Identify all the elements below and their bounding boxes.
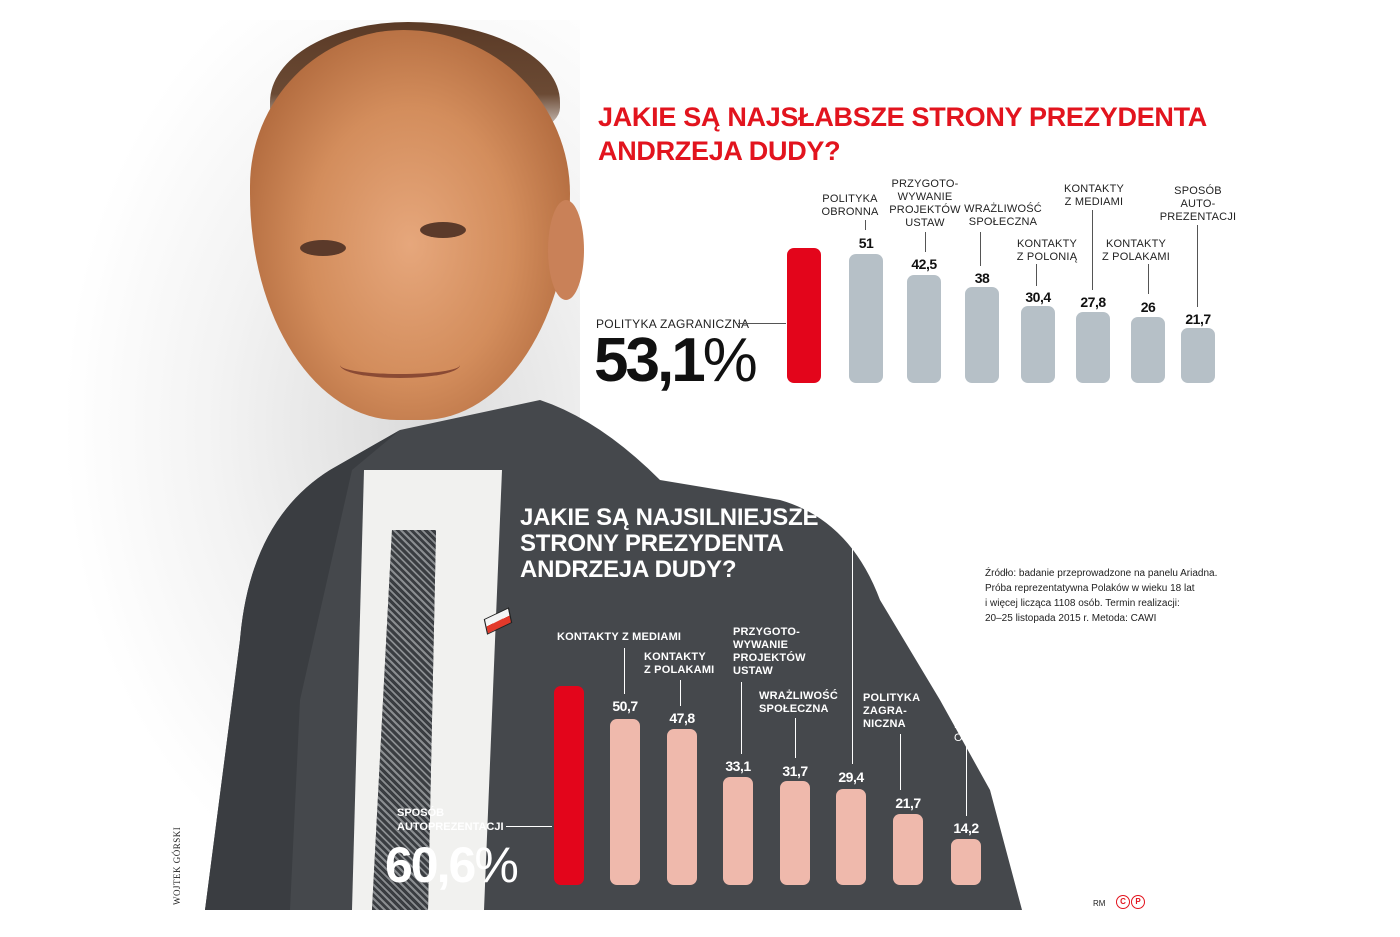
leader-line — [624, 648, 625, 694]
bar-kontakty-polonia — [1021, 306, 1055, 383]
leader-line — [865, 220, 866, 230]
bar-polityka-zagraniczna — [787, 248, 821, 383]
leader-line — [1197, 225, 1198, 307]
bar-wrazliwosc — [780, 781, 810, 885]
value-label: 47,8 — [669, 710, 695, 726]
bar-kontakty-media — [1076, 312, 1110, 383]
category-label: KONTAKTY Z POLAKAMI — [644, 651, 715, 676]
highlight-leader — [738, 323, 786, 324]
bar-kontakty-polakami — [667, 729, 697, 885]
bar-kontakty-media — [610, 719, 640, 885]
value-label: 27,8 — [1080, 294, 1106, 310]
value-label: 30,4 — [1025, 289, 1051, 305]
bar-autoprezentacja — [1181, 328, 1215, 383]
bar-wrazliwosc — [965, 287, 999, 383]
smile — [340, 352, 460, 378]
leader-line — [795, 718, 796, 758]
value-label: 31,7 — [782, 763, 808, 779]
value-label: 33,1 — [725, 758, 751, 774]
bar-kontakty-polakami — [1131, 317, 1165, 383]
bar-przygotowywanie — [723, 777, 753, 885]
value-label: 21,7 — [895, 795, 921, 811]
bar-polityka-obronna — [849, 254, 883, 383]
category-label: POLITYKA ZAGRA- NICZNA — [863, 692, 921, 730]
value-label: 29,4 — [838, 769, 864, 785]
highlight-value: 60,6% — [385, 837, 519, 893]
eye-left — [300, 240, 346, 256]
weaknesses-title: JAKIE SĄ NAJSŁABSZE STRONY PREZYDENTA AN… — [598, 102, 1206, 166]
leader-line — [980, 232, 981, 266]
category-label: POLITYKA OBRONNA — [954, 719, 1012, 744]
leader-line — [741, 682, 742, 754]
strengths-title: JAKIE SĄ NAJSILNIEJSZE STRONY PREZYDENTA… — [520, 504, 819, 583]
author-initials: RM — [1093, 899, 1106, 908]
category-label: KONTAKTY Z POLAKAMI — [1101, 238, 1171, 263]
copyright-c-icon: C — [1116, 895, 1130, 909]
bar-polityka-zagraniczna — [893, 814, 923, 885]
category-label: SPOSÓB AUTO- PREZENTACJI — [1159, 185, 1237, 223]
value-label: 42,5 — [911, 256, 937, 272]
category-label: KONTAKTY Z MEDIAMI — [1063, 183, 1125, 208]
leader-line — [852, 528, 853, 764]
bar-kontakty-polonia — [836, 789, 866, 885]
leader-line — [900, 734, 901, 790]
value-label: 14,2 — [953, 820, 979, 836]
leader-line — [925, 232, 926, 252]
highlight-leader — [506, 826, 552, 827]
source-note: Źródło: badanie przeprowadzone na panelu… — [985, 568, 1218, 624]
highlight-value: 53,1% — [594, 326, 758, 395]
value-label: 38 — [974, 270, 990, 286]
value-label: 21,7 — [1185, 311, 1211, 327]
bar-przygotowywanie — [907, 275, 941, 383]
ear — [548, 200, 584, 300]
leader-line — [966, 746, 967, 816]
highlight-category: SPOSÓB AUTOPREZENTACJI — [397, 807, 504, 833]
category-label: WRAŻLIWOŚĆ SPOŁECZNA — [964, 203, 1042, 228]
value-label: 51 — [858, 235, 874, 251]
value-label: 26 — [1140, 299, 1156, 315]
copyright-p-icon: P — [1131, 895, 1145, 909]
leader-line — [1092, 210, 1093, 290]
highlight-category: POLITYKA ZAGRANICZNA — [596, 317, 750, 331]
leader-line — [1036, 264, 1037, 286]
photo-credit: WOJTEK GÓRSKI — [172, 826, 182, 905]
bar-sposob-autoprezentacji — [554, 686, 584, 885]
category-label: KONTAKTY Z POLONIĄ — [1016, 238, 1078, 263]
category-label: KONTAKTY Z POLONIĄ — [849, 498, 910, 523]
leader-line — [680, 680, 681, 706]
value-label: 50,7 — [612, 698, 638, 714]
eye-right — [420, 222, 466, 238]
category-label: PRZYGOTO- WYWANIE PROJEKTÓW USTAW — [733, 626, 806, 677]
category-label: POLITYKA OBRONNA — [821, 193, 879, 218]
category-label: WRAŻLIWOŚĆ SPOŁECZNA — [759, 690, 838, 715]
category-label: PRZYGOTO- WYWANIE PROJEKTÓW USTAW — [889, 178, 961, 229]
category-label: KONTAKTY Z MEDIAMI — [557, 631, 682, 643]
leader-line — [1148, 264, 1149, 294]
bar-polityka-obronna — [951, 839, 981, 885]
